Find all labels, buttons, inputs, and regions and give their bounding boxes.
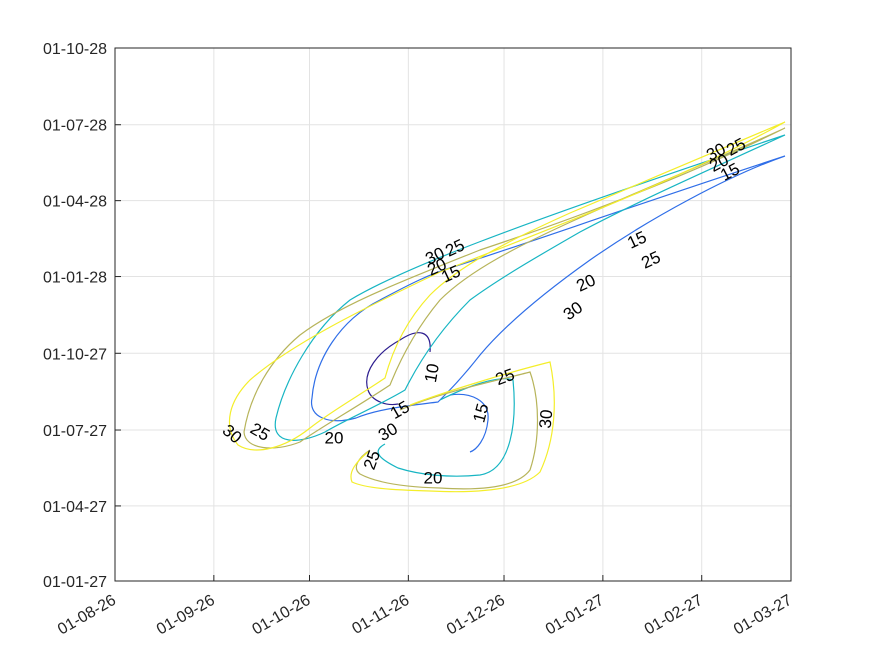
contour-line-30-1 bbox=[350, 361, 555, 493]
x-tick-label: 01-03-27 bbox=[731, 592, 795, 639]
y-tick-label: 01-10-27 bbox=[43, 346, 107, 363]
y-tick-label: 01-04-28 bbox=[43, 194, 107, 211]
grid bbox=[114, 47, 792, 582]
y-axis: 01-01-27 01-04-27 01-07-27 01-10-27 01-01-28… bbox=[43, 41, 121, 591]
contour-label: 30 bbox=[219, 421, 246, 448]
contour-line-20-0 bbox=[274, 134, 786, 441]
x-tick-label: 01-08-26 bbox=[55, 592, 119, 639]
y-tick-label: 01-07-27 bbox=[43, 423, 107, 440]
x-tick-label: 01-01-27 bbox=[543, 592, 607, 639]
contour-label: 10 bbox=[421, 362, 443, 384]
contour-line-25-0 bbox=[243, 127, 786, 449]
x-tick-label: 01-02-27 bbox=[642, 592, 706, 639]
contour-lines bbox=[228, 121, 786, 493]
contour-label: 30 bbox=[375, 419, 401, 445]
contour-line-15-0 bbox=[311, 155, 786, 422]
contour-label: 25 bbox=[360, 448, 384, 472]
y-tick-label: 01-01-27 bbox=[43, 574, 107, 591]
plot-area bbox=[114, 47, 792, 582]
contour-label: 15 bbox=[469, 401, 492, 424]
y-tick-label: 01-04-27 bbox=[43, 499, 107, 516]
contour-label: 20 bbox=[573, 270, 598, 295]
x-tick-label: 01-09-26 bbox=[154, 592, 218, 639]
y-tick-label: 01-07-28 bbox=[43, 118, 107, 135]
x-axis: 01-08-26 01-09-26 01-10-26 01-11-26 01-12-26… bbox=[55, 575, 795, 638]
contour-line-15-1 bbox=[449, 393, 489, 453]
contour-label: 30 bbox=[536, 409, 557, 430]
contour-line-25-1 bbox=[355, 371, 539, 490]
contour-label: 25 bbox=[638, 247, 663, 272]
contour-line-10-0 bbox=[366, 332, 431, 406]
y-tick-label: 01-01-28 bbox=[43, 270, 107, 287]
contour-label: 30 bbox=[560, 298, 586, 324]
contour-line-30-0 bbox=[228, 121, 786, 451]
contour-label: 15 bbox=[624, 227, 649, 252]
x-tick-label: 01-11-26 bbox=[349, 592, 412, 638]
contour-label: 25 bbox=[247, 419, 273, 445]
contour-label: 20 bbox=[424, 469, 443, 488]
x-tick-label: 01-10-26 bbox=[250, 592, 314, 639]
x-tick-label: 01-12-26 bbox=[444, 592, 508, 639]
contour-label: 20 bbox=[325, 429, 344, 448]
y-tick-label: 01-10-28 bbox=[43, 41, 107, 58]
